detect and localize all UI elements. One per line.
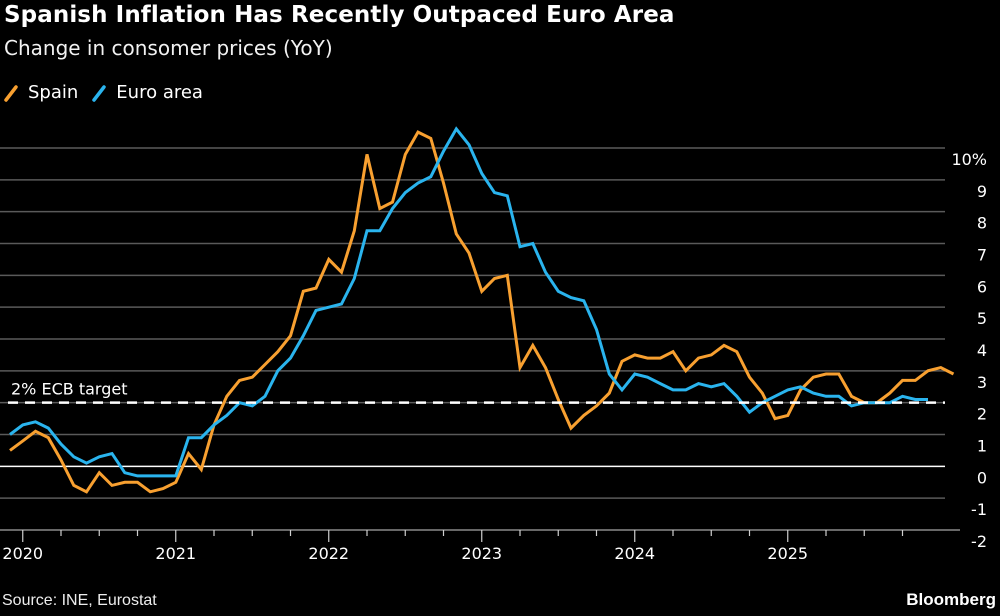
y-tick-label: 7	[977, 246, 987, 265]
x-tick-label: 2024	[614, 544, 655, 563]
x-tick-label: 2025	[767, 544, 808, 563]
y-tick-label: -2	[971, 532, 987, 551]
legend-label-euro-area: Euro area	[116, 82, 203, 103]
y-tick-label: 8	[977, 214, 987, 233]
y-tick-label: 6	[977, 277, 987, 296]
y-tick-label: 1	[977, 437, 987, 456]
y-tick-label: 0	[977, 468, 987, 487]
legend-swatch-spain-icon	[4, 84, 18, 102]
y-tick-label: 2	[977, 405, 987, 424]
y-tick-label: 5	[977, 309, 987, 328]
legend-item-spain: Spain	[4, 82, 78, 103]
source-note: Source: INE, Eurostat	[2, 592, 157, 609]
x-tick-label: 2020	[2, 544, 43, 563]
y-tick-label: 3	[977, 373, 987, 392]
legend-label-spain: Spain	[28, 82, 79, 103]
legend: Spain Euro area	[4, 82, 217, 103]
x-tick-label: 2022	[308, 544, 349, 563]
y-tick-label: 9	[977, 182, 987, 201]
y-tick-label: 4	[977, 341, 987, 360]
chart-title: Spanish Inflation Has Recently Outpaced …	[4, 2, 675, 28]
x-tick-label: 2021	[155, 544, 196, 563]
legend-item-euro-area: Euro area	[92, 82, 203, 103]
y-tick-label: 10%	[951, 150, 987, 169]
y-tick-label: -1	[971, 500, 987, 519]
bloomberg-logo: Bloomberg	[906, 590, 996, 609]
ecb-target-label: 2% ECB target	[11, 380, 127, 399]
series-line-euro-area	[9, 126, 928, 478]
x-tick-label: 2023	[461, 544, 502, 563]
series-line-spain	[9, 130, 955, 494]
chart-subtitle: Change in consomer prices (YoY)	[4, 36, 333, 60]
legend-swatch-euro-area-icon	[92, 84, 107, 102]
